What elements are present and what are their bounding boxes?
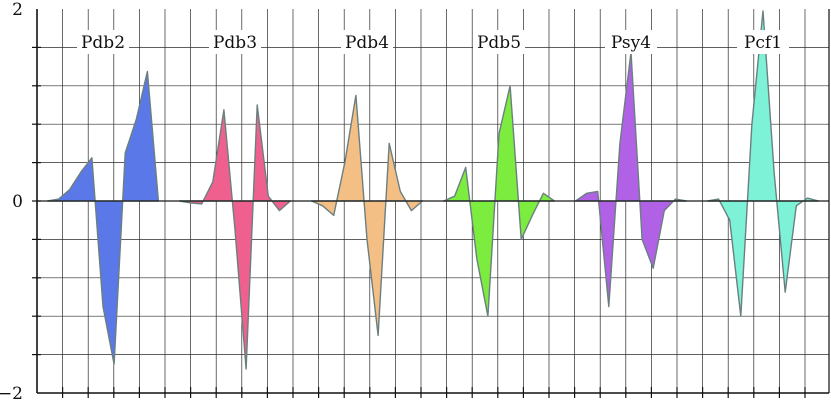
series-label-psy4: Psy4 bbox=[611, 33, 651, 53]
series-label-bg bbox=[77, 30, 129, 54]
y-tick-label: 2 bbox=[12, 0, 23, 20]
series-areas bbox=[46, 10, 820, 370]
series-label-pdb2: Pdb2 bbox=[81, 33, 125, 53]
series-area-pdb3 bbox=[178, 104, 292, 370]
series-label-pdb5: Pdb5 bbox=[477, 33, 521, 53]
series-label-bg bbox=[209, 30, 261, 54]
series-label-pdb3: Pdb3 bbox=[213, 33, 257, 53]
series-label-bg bbox=[473, 30, 525, 54]
series-labels: Pdb2 Pdb3 Pdb4 Pdb5 Psy4 Pcf1 bbox=[77, 30, 789, 54]
series-area-pcf1 bbox=[706, 10, 820, 317]
series-area-psy4 bbox=[574, 51, 688, 308]
series-label-bg bbox=[605, 30, 657, 54]
y-tick-label: 0 bbox=[12, 192, 23, 212]
series-label-bg bbox=[737, 30, 789, 54]
series-label-pcf1: Pcf1 bbox=[744, 33, 782, 53]
series-area-pdb2 bbox=[46, 70, 160, 365]
series-area-pdb4 bbox=[310, 94, 424, 337]
series-label-bg bbox=[341, 30, 393, 54]
y-tick-label: −2 bbox=[0, 384, 23, 402]
series-label-pdb4: Pdb4 bbox=[345, 33, 389, 53]
